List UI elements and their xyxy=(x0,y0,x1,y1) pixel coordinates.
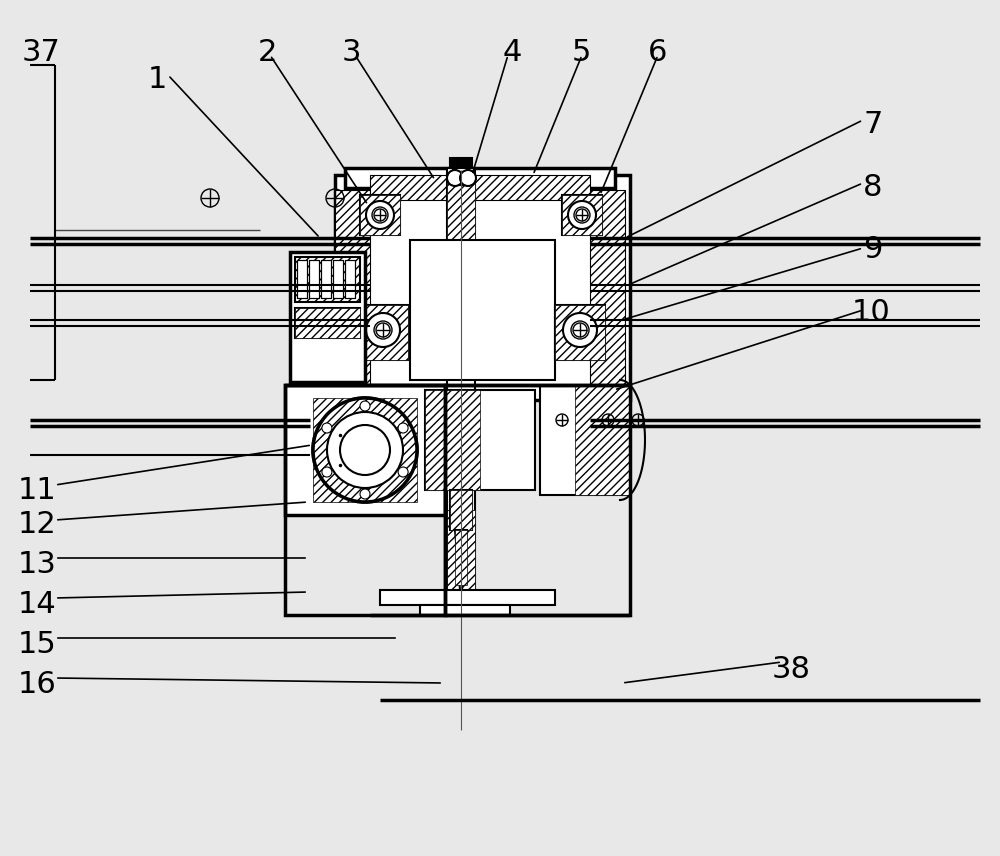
Bar xyxy=(360,195,400,235)
Bar xyxy=(309,260,319,298)
Text: 1: 1 xyxy=(148,65,167,94)
Text: 12: 12 xyxy=(18,510,57,539)
Bar xyxy=(295,308,360,338)
Circle shape xyxy=(366,201,394,229)
Bar xyxy=(425,390,535,490)
Bar xyxy=(321,260,331,298)
Text: 3: 3 xyxy=(342,38,362,67)
Bar xyxy=(410,240,555,380)
Circle shape xyxy=(460,170,476,186)
Bar xyxy=(445,385,630,615)
Bar xyxy=(313,398,417,502)
Circle shape xyxy=(366,313,400,347)
Circle shape xyxy=(374,321,392,339)
Bar xyxy=(562,195,602,235)
Text: 16: 16 xyxy=(18,670,57,699)
Bar xyxy=(295,257,360,302)
Bar xyxy=(555,305,605,360)
Bar xyxy=(450,490,472,530)
Text: 5: 5 xyxy=(572,38,591,67)
Bar xyxy=(590,190,625,390)
Bar xyxy=(335,175,630,400)
Bar xyxy=(285,385,445,515)
Circle shape xyxy=(568,201,596,229)
Text: 9: 9 xyxy=(863,235,882,264)
Bar xyxy=(380,590,555,605)
Bar xyxy=(447,175,475,270)
Circle shape xyxy=(313,398,417,502)
Bar xyxy=(562,195,602,235)
Bar xyxy=(335,190,370,390)
Circle shape xyxy=(340,425,390,475)
Bar xyxy=(447,168,475,588)
Bar xyxy=(290,252,365,382)
Circle shape xyxy=(574,207,590,223)
Bar xyxy=(575,385,630,495)
Text: 2: 2 xyxy=(258,38,277,67)
Bar xyxy=(345,260,355,298)
Text: 8: 8 xyxy=(863,173,883,202)
Circle shape xyxy=(322,423,332,433)
Bar xyxy=(370,175,590,200)
Bar xyxy=(555,305,605,360)
Text: 11: 11 xyxy=(18,476,57,505)
Bar xyxy=(358,305,408,360)
Circle shape xyxy=(360,489,370,499)
Bar xyxy=(333,260,343,298)
Text: 14: 14 xyxy=(18,590,57,619)
Circle shape xyxy=(398,467,408,477)
Bar xyxy=(321,260,331,298)
Bar xyxy=(425,390,480,490)
Bar xyxy=(295,257,360,302)
Circle shape xyxy=(447,170,463,186)
Bar xyxy=(540,385,630,495)
Text: 4: 4 xyxy=(503,38,522,67)
Bar xyxy=(285,385,445,615)
Circle shape xyxy=(372,207,388,223)
Text: 37: 37 xyxy=(22,38,61,67)
Text: 15: 15 xyxy=(18,630,57,659)
Text: 38: 38 xyxy=(772,655,811,684)
Bar xyxy=(450,158,472,168)
Text: 13: 13 xyxy=(18,550,57,579)
Bar xyxy=(358,305,408,360)
Bar xyxy=(297,260,307,298)
Circle shape xyxy=(571,321,589,339)
Circle shape xyxy=(322,467,332,477)
Circle shape xyxy=(563,313,597,347)
Bar xyxy=(420,605,510,615)
Bar xyxy=(450,490,472,530)
Bar xyxy=(360,195,400,235)
Circle shape xyxy=(360,401,370,411)
Circle shape xyxy=(398,423,408,433)
Text: 10: 10 xyxy=(852,298,891,327)
Bar xyxy=(453,160,469,185)
Bar xyxy=(447,510,475,590)
Bar xyxy=(333,260,343,298)
Bar xyxy=(309,260,319,298)
Bar xyxy=(455,530,467,585)
Bar xyxy=(297,260,307,298)
Text: 6: 6 xyxy=(648,38,667,67)
Circle shape xyxy=(327,412,403,488)
Text: 7: 7 xyxy=(863,110,882,139)
Bar xyxy=(345,260,355,298)
Bar xyxy=(345,168,615,188)
Polygon shape xyxy=(455,530,467,590)
Bar xyxy=(295,308,360,338)
